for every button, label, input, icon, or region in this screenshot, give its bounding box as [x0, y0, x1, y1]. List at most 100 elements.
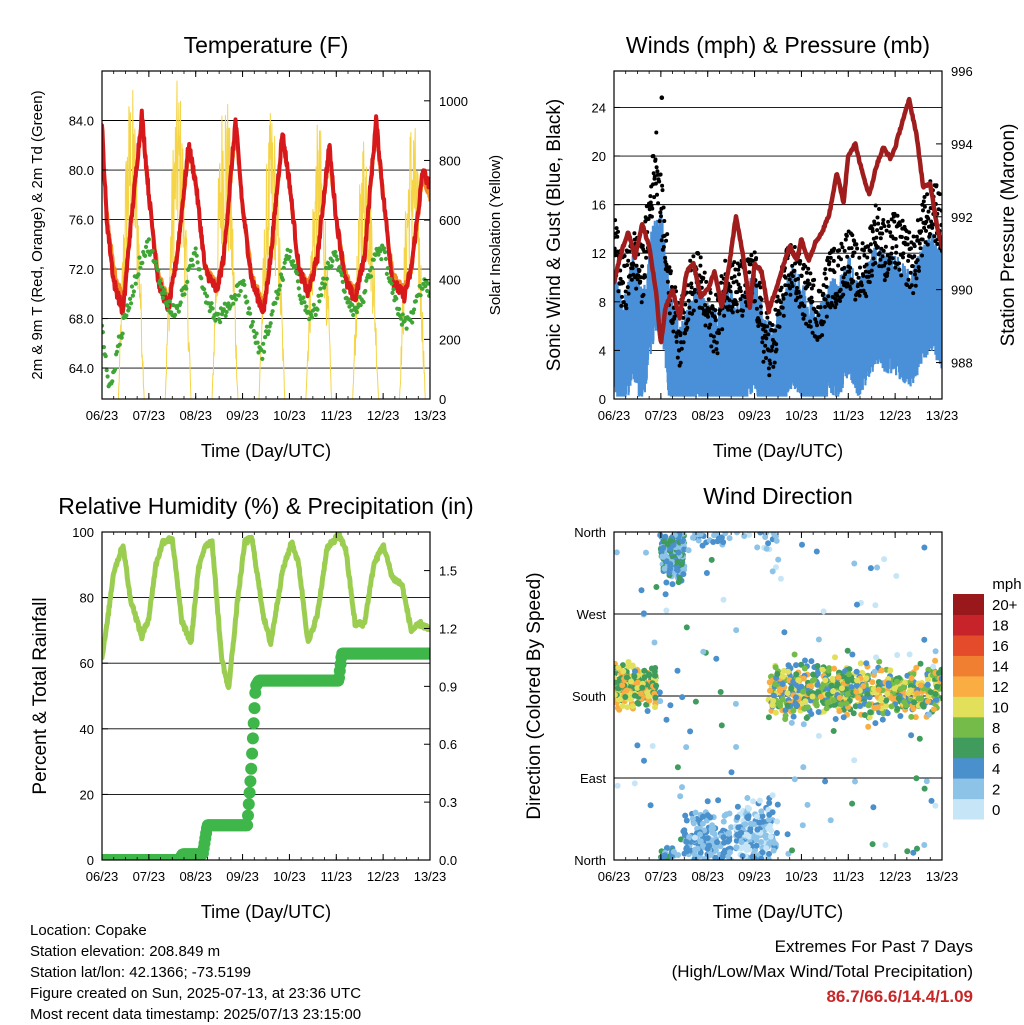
direction-point [769, 809, 776, 816]
direction-point [874, 704, 881, 711]
x-tick-label: 07/23 [133, 869, 166, 884]
direction-point [657, 532, 664, 539]
y-right-tick-label: 1.2 [439, 621, 457, 636]
direction-point [634, 742, 641, 749]
gust-point [821, 283, 826, 288]
direction-point [930, 706, 937, 713]
x-tick-label: 13/23 [926, 408, 959, 423]
direction-point [908, 713, 915, 720]
dewpoint-point [293, 263, 298, 268]
x-tick-label: 09/23 [738, 869, 771, 884]
direction-point [912, 714, 919, 721]
direction-point [670, 848, 677, 855]
gust-point [661, 205, 666, 210]
y-tick-label: 80 [80, 591, 94, 606]
direction-point [800, 764, 807, 771]
gust-point [828, 255, 833, 260]
direction-point [734, 532, 740, 536]
dewpoint-point [261, 341, 266, 346]
gust-point [808, 324, 813, 329]
direction-point [734, 814, 741, 821]
direction-point [646, 671, 652, 678]
colorbar-label: 14 [992, 659, 1009, 676]
gust-point [907, 230, 912, 235]
plot-area-2 [102, 532, 430, 860]
direction-point [782, 716, 789, 722]
direction-point [750, 798, 757, 805]
direction-point [647, 802, 654, 809]
gust-point [772, 360, 777, 365]
gust-point [876, 221, 881, 226]
direction-point [721, 812, 728, 819]
direction-point [766, 800, 773, 806]
direction-point [880, 710, 887, 717]
direction-point [774, 818, 781, 825]
direction-point [834, 680, 841, 687]
direction-point [674, 764, 681, 771]
direction-point [914, 690, 921, 697]
direction-point [643, 701, 650, 708]
gust-point [788, 286, 792, 291]
gust-point [767, 358, 772, 363]
gust-point [803, 264, 808, 269]
gust-point [912, 254, 917, 259]
y-axis-label: Percent & Total Rainfall [30, 597, 51, 794]
x-tick-label: 06/23 [86, 869, 119, 884]
gust-point [861, 273, 866, 278]
gust-point [859, 283, 864, 288]
direction-point [836, 708, 843, 715]
direction-point [791, 651, 798, 658]
dewpoint-point [426, 281, 430, 286]
direction-point [914, 845, 920, 852]
gust-point [759, 297, 764, 302]
dewpoint-point [224, 309, 229, 315]
gust-point [855, 246, 860, 251]
dewpoint-point [330, 258, 335, 264]
direction-point [687, 728, 694, 735]
direction-point [683, 624, 690, 631]
direction-point [664, 541, 671, 548]
direction-point [906, 651, 913, 658]
direction-point [704, 835, 711, 842]
direction-point [619, 682, 626, 689]
y-tick-label: 24 [592, 100, 606, 115]
direction-point [933, 697, 940, 703]
gust-point [811, 283, 816, 288]
gust-point [924, 228, 928, 233]
dewpoint-point [398, 316, 403, 321]
gust-point [924, 219, 929, 224]
y-tick-label: 100 [72, 525, 94, 540]
direction-point [901, 679, 908, 686]
elevation-text: Station elevation: 208.849 m [30, 943, 221, 960]
direction-point [913, 664, 920, 671]
dewpoint-point [281, 265, 286, 270]
direction-point [884, 690, 891, 697]
gust-point [845, 281, 850, 286]
dewpoint-point [411, 310, 416, 315]
extremes-title: Extremes For Past 7 Days [774, 937, 973, 956]
dewpoint-point [334, 254, 339, 259]
direction-point [843, 700, 850, 707]
colorbar-cell [953, 737, 984, 759]
direction-point [895, 695, 902, 702]
direction-point [615, 664, 622, 671]
dewpoint-point [133, 281, 138, 286]
gust-point [830, 303, 835, 308]
dewpoint-point [182, 292, 187, 297]
gust-point [648, 194, 653, 199]
direction-point [625, 659, 632, 665]
direction-point [901, 699, 908, 706]
direction-point [815, 689, 822, 696]
chart-title: Temperature (F) [184, 32, 349, 58]
direction-point [708, 556, 715, 563]
gust-point [766, 332, 771, 337]
y-tick-label: 84.0 [69, 114, 94, 129]
gust-point [624, 303, 628, 307]
dewpoint-point [249, 323, 254, 328]
direction-point [919, 701, 926, 708]
dewpoint-point [404, 326, 409, 331]
dewpoint-point [302, 300, 307, 305]
direction-point [619, 662, 626, 669]
direction-point [908, 732, 915, 739]
direction-point [777, 575, 784, 582]
